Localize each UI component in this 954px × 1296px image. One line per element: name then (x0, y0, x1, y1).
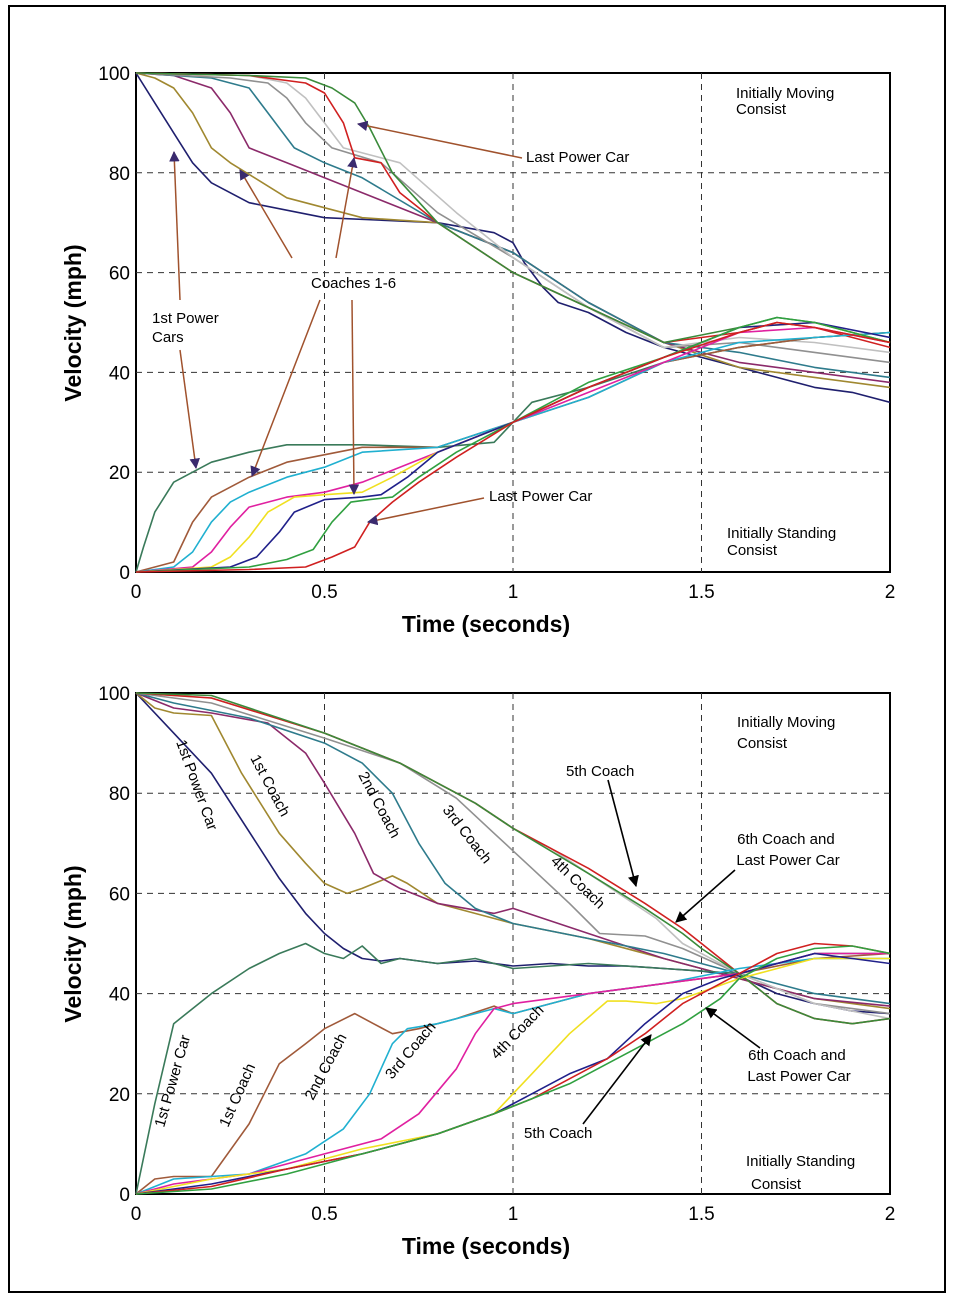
y-tick-label: 20 (109, 463, 130, 484)
series-line-9 (135, 942, 890, 1195)
annotation-arrows (169, 120, 523, 526)
arrow (675, 869, 736, 923)
arrow (582, 1034, 652, 1125)
series-line-10 (135, 331, 891, 573)
x-tick-label: 0 (131, 1204, 142, 1225)
annotation-initially-standing: Initially Standing Consist (727, 525, 840, 559)
series-line-4 (135, 72, 891, 379)
arrow (705, 1007, 761, 1049)
x-axis-label: Time (seconds) (402, 1233, 570, 1259)
arrow (179, 349, 200, 470)
x-tick-label: 0.5 (311, 1204, 337, 1225)
annotation-initially-standing: Initially Standing Consist (746, 1153, 859, 1193)
series-group (135, 692, 891, 1195)
arrow (348, 299, 360, 496)
series-line-1 (135, 72, 891, 404)
arrow (607, 779, 639, 888)
x-tick-label: 1 (508, 1204, 519, 1225)
series-line-15 (135, 316, 891, 573)
x-tick-label: 0.5 (311, 582, 337, 603)
y-tick-label: 20 (109, 1085, 130, 1106)
annotation-last-power-car-top: Last Power Car (526, 149, 629, 166)
series-line-11 (135, 331, 891, 573)
y-tick-label: 0 (119, 563, 130, 584)
annotation-last-power-car-bottom: Last Power Car (489, 488, 592, 505)
y-axis-label: Velocity (mph) (60, 244, 86, 401)
annotation-5th-coach-top: 5th Coach (566, 763, 634, 780)
series-line-16 (135, 945, 891, 1195)
y-tick-label: 40 (109, 363, 130, 384)
y-tick-label: 80 (109, 164, 130, 185)
annotation-arrows (582, 779, 761, 1125)
arrow (356, 120, 523, 159)
annotation-6th-coach-top: 6th Coach and Last Power Car (736, 831, 839, 869)
x-tick-label: 2 (885, 582, 896, 603)
y-tick-label: 0 (119, 1185, 130, 1206)
annotation-5th-coach-bottom: 5th Coach (524, 1125, 592, 1142)
annotation-coaches: Coaches 1-6 (311, 275, 396, 292)
arrow (169, 150, 181, 301)
plot-area (135, 692, 891, 1195)
x-tick-label: 1.5 (688, 582, 714, 603)
series-line-2 (135, 72, 891, 389)
series-line-8 (135, 692, 891, 1025)
x-axis-label: Time (seconds) (402, 611, 570, 637)
y-tick-label: 80 (109, 784, 130, 805)
series-line-15 (135, 942, 891, 1195)
series-line-3 (135, 72, 891, 384)
y-tick-label: 60 (109, 884, 130, 905)
y-tick-label: 100 (98, 64, 130, 85)
series-line-13 (135, 957, 890, 1195)
annotation-initially-moving: Initially Moving Consist (737, 714, 840, 752)
series-line-4 (135, 692, 891, 1005)
arrow (239, 169, 293, 259)
series-line-12 (135, 952, 890, 1195)
series-line-11 (135, 957, 890, 1195)
arrow (366, 497, 485, 526)
y-tick-label: 40 (109, 985, 130, 1006)
annotation-first-power-cars: 1st Power Cars (152, 310, 223, 346)
x-tick-label: 2 (885, 1204, 896, 1225)
series-group (135, 72, 891, 573)
series-line-5 (135, 72, 891, 364)
x-tick-label: 1 (508, 582, 519, 603)
annotation-6th-coach-bottom: 6th Coach and Last Power Car (747, 1047, 850, 1085)
arrow (335, 156, 358, 259)
annotation-initially-moving: Initially Moving Consist (736, 85, 839, 118)
x-tick-label: 1.5 (688, 1204, 714, 1225)
x-tick-label: 0 (131, 582, 142, 603)
series-line-3 (135, 692, 891, 1007)
series-line-16 (135, 321, 891, 573)
series-line-6 (135, 72, 891, 354)
arrow (250, 299, 321, 477)
y-tick-label: 100 (98, 684, 130, 705)
series-line-12 (135, 326, 891, 573)
y-axis-label: Velocity (mph) (60, 865, 86, 1022)
y-tick-label: 60 (109, 264, 130, 285)
